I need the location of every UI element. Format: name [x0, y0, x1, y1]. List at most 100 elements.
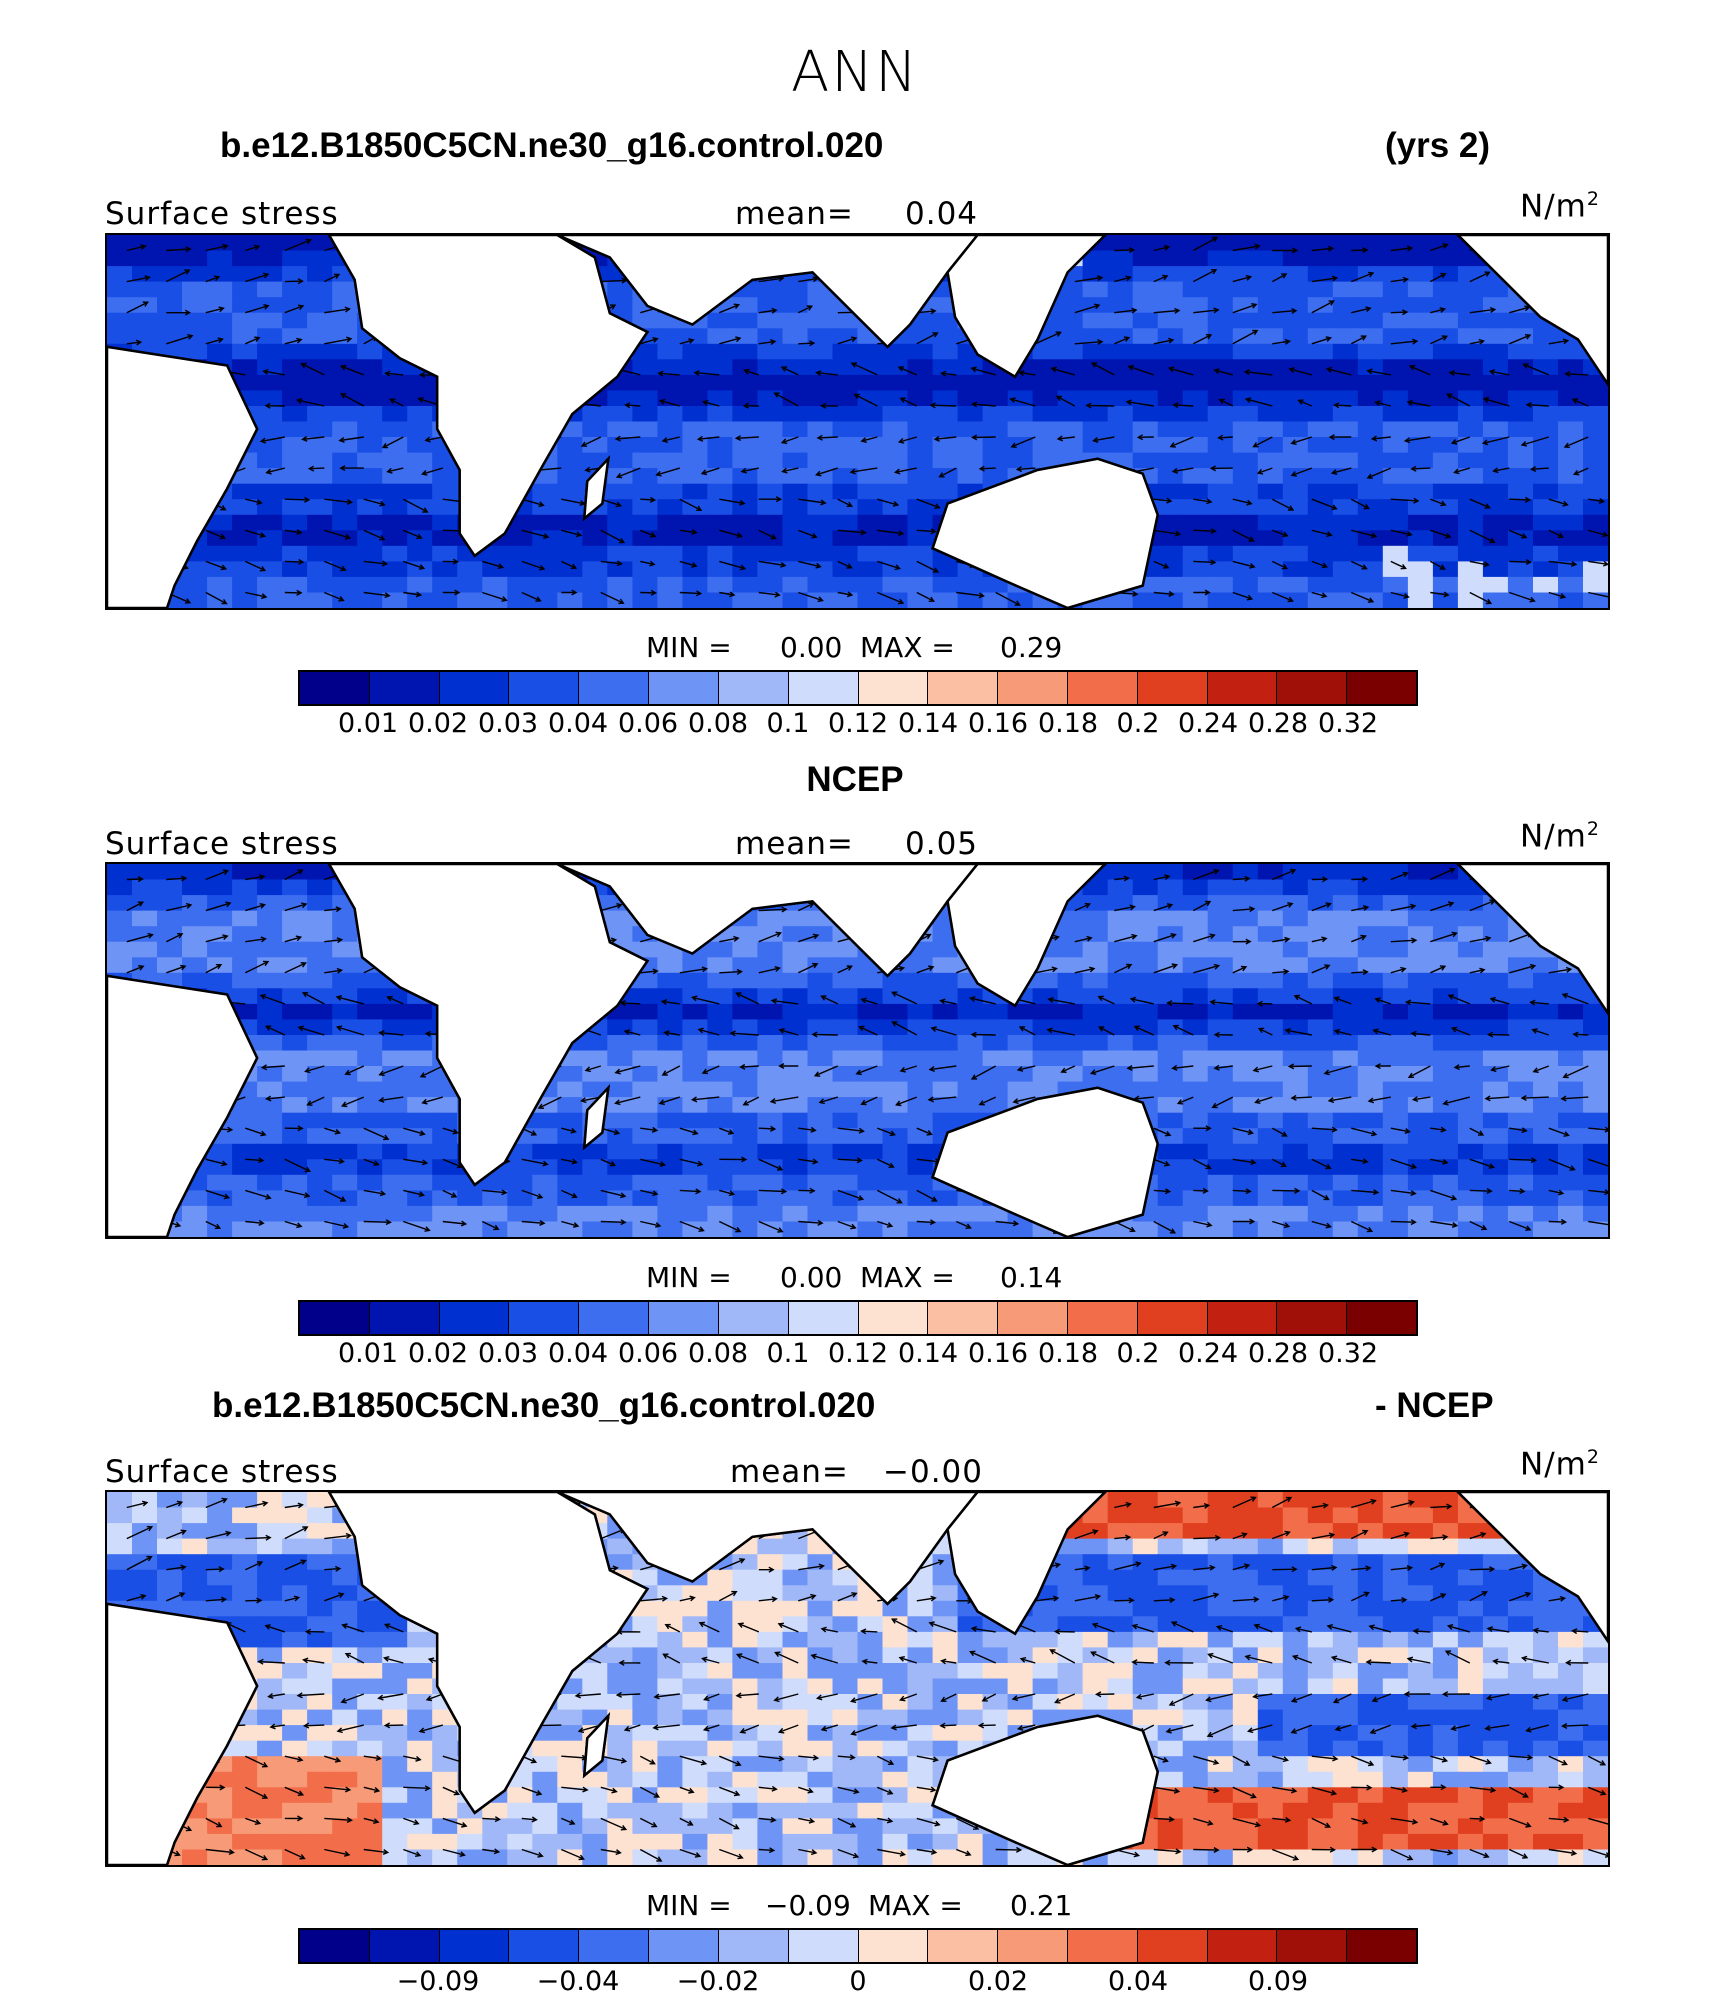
field-cell [282, 1600, 309, 1618]
field-cell [332, 972, 359, 990]
field-cell [357, 1709, 384, 1727]
field-cell [307, 864, 334, 881]
field-cell [1357, 1678, 1384, 1695]
field-cell [1307, 1190, 1334, 1207]
field-cell [707, 421, 734, 438]
field-cell [1307, 1128, 1334, 1145]
field-cell [332, 1190, 359, 1207]
field-cell [132, 1507, 158, 1524]
field-cell [707, 374, 734, 392]
field-cell [1282, 1740, 1309, 1758]
field-cell [1332, 910, 1359, 928]
field-cell [257, 941, 284, 959]
colorbar-swatch [998, 1302, 1068, 1334]
field-cell [1583, 483, 1608, 501]
field-cell [632, 1600, 659, 1618]
field-cell [1332, 1205, 1359, 1223]
field-cell [1107, 281, 1134, 299]
vector-arrow [304, 1065, 325, 1074]
field-cell [407, 1205, 434, 1223]
field-cell [1282, 1143, 1309, 1161]
field-cell [1157, 1663, 1184, 1680]
field-cell [482, 1174, 509, 1192]
field-cell [307, 297, 334, 314]
field-cell [1457, 1097, 1484, 1114]
field-cell [1583, 1003, 1608, 1021]
field-cell [1533, 1205, 1559, 1223]
colorbar-swatch [718, 1302, 789, 1334]
field-cell [1407, 1112, 1434, 1130]
field-cell [1382, 374, 1409, 392]
field-cell [132, 281, 158, 299]
vector-arrow [1390, 529, 1413, 537]
field-cell [357, 437, 384, 454]
field-cell [1157, 1616, 1184, 1633]
field-cell [607, 561, 634, 578]
field-cell [357, 390, 384, 407]
field-cell [282, 266, 309, 283]
field-cell [282, 988, 309, 1005]
colorbar-tick-label: 0.16 [967, 708, 1029, 739]
field-cell [307, 1631, 334, 1649]
field-cell [257, 1492, 284, 1509]
field-cell [432, 1159, 459, 1176]
field-cell [332, 328, 359, 345]
field-cell [1282, 437, 1309, 454]
field-cell [1257, 1128, 1284, 1145]
field-cell [1457, 1678, 1484, 1695]
field-cell [982, 1081, 1009, 1099]
field-cell [1382, 1019, 1409, 1036]
field-cell [257, 514, 284, 532]
field-cell [1432, 1097, 1459, 1114]
field-cell [382, 1019, 409, 1036]
vector-arrow [1469, 967, 1486, 974]
field-cell [657, 592, 684, 608]
vector-arrow [1153, 337, 1175, 345]
colorbar-swatch [509, 1302, 580, 1334]
panel-1-max-label: MAX = [860, 631, 955, 664]
field-cell [307, 545, 334, 563]
field-cell [782, 530, 809, 547]
field-cell [757, 1112, 784, 1130]
field-cell [1432, 1003, 1459, 1021]
vector-arrow [781, 467, 799, 474]
field-cell [182, 1221, 208, 1237]
field-cell [1307, 1663, 1334, 1680]
field-cell [1107, 421, 1134, 438]
field-cell [757, 1709, 784, 1727]
colorbar-tick-label: 0.2 [1116, 1338, 1160, 1369]
field-cell [1332, 468, 1359, 485]
field-cell [857, 1143, 884, 1161]
field-cell [132, 941, 158, 959]
field-cell [907, 1600, 934, 1618]
field-cell [1583, 561, 1608, 578]
field-cell [807, 1035, 834, 1052]
field-cell [1357, 281, 1384, 299]
field-cell [432, 1725, 459, 1742]
field-cell [757, 530, 784, 547]
field-cell [657, 1740, 684, 1758]
field-cell [232, 1174, 259, 1192]
field-cell [1157, 1631, 1184, 1649]
field-cell [1382, 1190, 1409, 1207]
vector-arrow [1272, 1220, 1291, 1229]
vector-arrow [1171, 1064, 1194, 1071]
field-cell [432, 561, 459, 578]
field-cell [932, 972, 959, 990]
field-cell [1432, 235, 1459, 252]
field-cell [357, 1616, 384, 1633]
field-cell [607, 390, 634, 407]
vector-arrow [166, 309, 192, 316]
field-cell [1507, 1128, 1534, 1145]
field-cell [1357, 328, 1384, 345]
field-cell [1357, 879, 1384, 896]
field-cell [1482, 1143, 1509, 1161]
field-cell [907, 483, 934, 501]
field-cell [532, 514, 559, 532]
field-cell [1257, 297, 1284, 314]
vector-arrow [1172, 1024, 1194, 1036]
field-cell [907, 988, 934, 1005]
field-cell [757, 1756, 784, 1773]
field-cell [407, 1740, 434, 1758]
field-cell [882, 1019, 909, 1036]
